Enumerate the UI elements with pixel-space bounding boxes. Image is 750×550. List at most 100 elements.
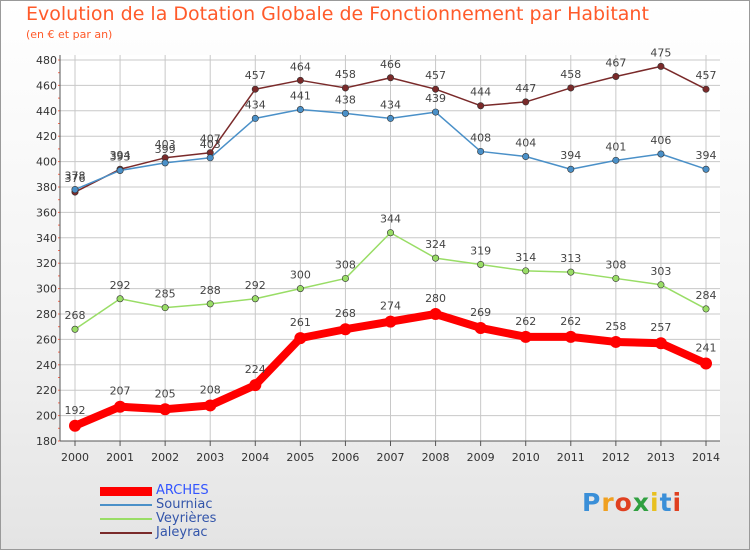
data-point — [657, 62, 665, 70]
data-label: 192 — [65, 404, 86, 417]
data-point — [702, 165, 710, 173]
chart-subtitle: (en € et par an) — [26, 28, 113, 41]
logo-letter: x — [632, 488, 650, 517]
data-label: 257 — [650, 321, 671, 334]
data-point — [204, 399, 217, 412]
data-label: 467 — [605, 57, 626, 70]
data-point — [522, 98, 530, 106]
y-tick-label: 460 — [36, 79, 57, 92]
x-tick-label: 2005 — [286, 451, 314, 464]
data-point — [71, 325, 79, 333]
data-point — [567, 165, 575, 173]
data-label: 458 — [560, 68, 581, 81]
y-tick-label: 440 — [36, 105, 57, 118]
data-label: 261 — [290, 316, 311, 329]
data-point — [654, 337, 667, 350]
data-point — [702, 85, 710, 93]
data-point — [657, 281, 665, 289]
data-label: 258 — [605, 320, 626, 333]
data-label: 292 — [245, 279, 266, 292]
y-tick-label: 280 — [36, 308, 57, 321]
data-label: 475 — [650, 46, 671, 59]
data-point — [341, 109, 349, 117]
legend-swatch — [100, 486, 152, 496]
data-point — [477, 260, 485, 268]
data-point — [251, 295, 259, 303]
data-point — [341, 84, 349, 92]
data-point — [161, 304, 169, 312]
data-point — [294, 332, 307, 345]
logo-letter: P — [582, 488, 602, 517]
data-point — [477, 102, 485, 110]
data-label: 458 — [335, 68, 356, 81]
data-label: 464 — [290, 60, 311, 73]
data-label: 439 — [425, 92, 446, 105]
data-label: 205 — [155, 387, 176, 400]
data-label: 401 — [605, 140, 626, 153]
data-label: 394 — [110, 149, 131, 162]
data-label: 292 — [110, 279, 131, 292]
data-point — [612, 73, 620, 81]
data-point — [567, 84, 575, 92]
data-point — [69, 419, 81, 432]
data-point — [612, 156, 620, 164]
y-tick-label: 400 — [36, 156, 57, 169]
y-tick-label: 480 — [36, 54, 57, 67]
data-label: 393 — [110, 150, 131, 163]
data-label: 457 — [425, 69, 446, 82]
y-tick-label: 200 — [36, 410, 57, 423]
data-point — [700, 357, 712, 370]
data-label: 399 — [155, 143, 176, 156]
logo-letter: i — [650, 488, 660, 517]
x-tick-label: 2003 — [196, 451, 224, 464]
legend-swatch — [100, 532, 152, 534]
data-label: 224 — [245, 363, 266, 376]
data-point — [296, 106, 304, 114]
data-point — [341, 274, 349, 282]
data-label: 403 — [200, 138, 221, 151]
y-tick-label: 180 — [36, 435, 57, 448]
data-label: 406 — [650, 134, 671, 147]
data-point — [564, 330, 577, 343]
data-label: 269 — [470, 306, 491, 319]
logo-letter: o — [614, 488, 633, 517]
data-label: 303 — [650, 265, 671, 278]
chart-legend: ARCHES Sourniac Veyrières Jaleyrac — [100, 484, 216, 540]
data-point — [251, 114, 259, 122]
data-label: 444 — [470, 86, 491, 99]
data-point — [114, 400, 127, 413]
x-tick-label: 2014 — [692, 451, 720, 464]
x-tick-label: 2000 — [61, 451, 89, 464]
x-tick-label: 2004 — [241, 451, 269, 464]
data-label: 300 — [290, 269, 311, 282]
data-label: 313 — [560, 252, 581, 265]
data-point — [386, 229, 394, 237]
data-point — [432, 254, 440, 262]
data-label: 274 — [380, 300, 401, 313]
data-point — [206, 154, 214, 162]
x-tick-label: 2012 — [602, 451, 630, 464]
data-label: 285 — [155, 288, 176, 301]
y-tick-label: 420 — [36, 130, 57, 143]
data-point — [429, 308, 442, 320]
data-point — [249, 379, 262, 392]
legend-item: Veyrières — [100, 512, 216, 526]
data-label: 284 — [696, 289, 717, 302]
data-label: 268 — [65, 309, 86, 322]
legend-label: ARCHES — [156, 483, 209, 498]
x-tick-label: 2001 — [106, 451, 134, 464]
data-label: 207 — [110, 385, 131, 398]
data-point — [474, 321, 487, 334]
y-tick-label: 260 — [36, 333, 57, 346]
x-tick-label: 2013 — [647, 451, 675, 464]
data-label: 394 — [696, 149, 717, 162]
x-tick-label: 2006 — [331, 451, 359, 464]
legend-swatch — [100, 518, 152, 520]
data-point — [251, 85, 259, 93]
data-label: 268 — [335, 307, 356, 320]
data-point — [477, 147, 485, 155]
y-tick-label: 220 — [36, 384, 57, 397]
legend-item: Sourniac — [100, 498, 216, 512]
data-label: 280 — [425, 292, 446, 305]
